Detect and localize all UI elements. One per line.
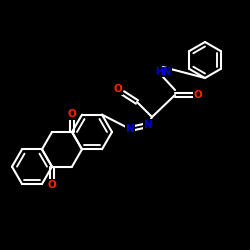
Text: O: O — [68, 109, 76, 119]
Text: N: N — [144, 120, 152, 130]
Text: N: N — [126, 124, 134, 134]
Text: O: O — [114, 84, 122, 94]
Text: HN: HN — [155, 67, 171, 77]
Text: O: O — [194, 90, 202, 100]
Text: O: O — [48, 180, 56, 190]
